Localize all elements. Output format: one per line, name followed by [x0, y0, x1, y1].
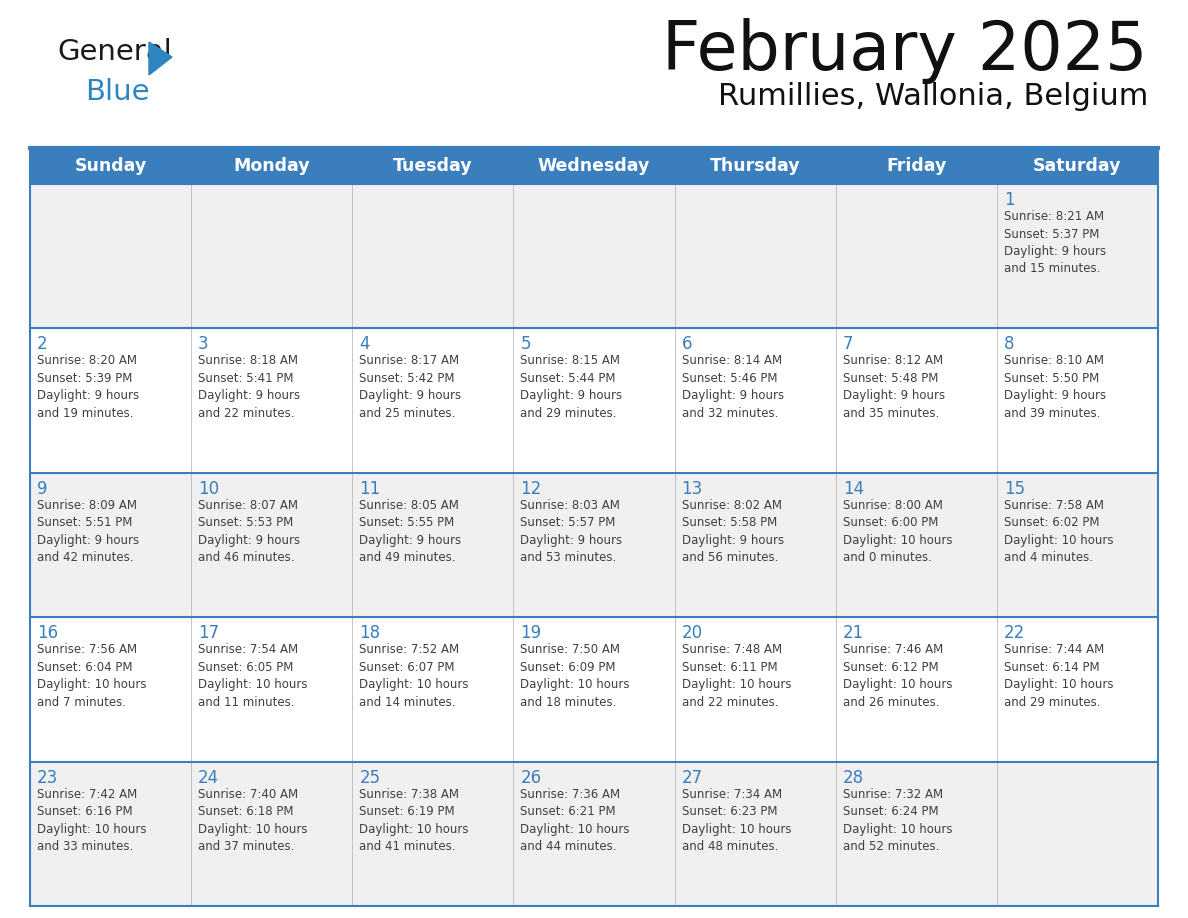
- Text: Sunrise: 7:38 AM
Sunset: 6:19 PM
Daylight: 10 hours
and 41 minutes.: Sunrise: 7:38 AM Sunset: 6:19 PM Dayligh…: [359, 788, 469, 853]
- Text: Saturday: Saturday: [1034, 157, 1121, 175]
- Text: Sunrise: 7:52 AM
Sunset: 6:07 PM
Daylight: 10 hours
and 14 minutes.: Sunrise: 7:52 AM Sunset: 6:07 PM Dayligh…: [359, 644, 469, 709]
- Text: 25: 25: [359, 768, 380, 787]
- Bar: [30, 762, 1158, 906]
- Text: Sunrise: 8:02 AM
Sunset: 5:58 PM
Daylight: 9 hours
and 56 minutes.: Sunrise: 8:02 AM Sunset: 5:58 PM Dayligh…: [682, 498, 784, 565]
- Text: 2: 2: [37, 335, 48, 353]
- Text: 10: 10: [198, 480, 220, 498]
- Text: Sunrise: 7:58 AM
Sunset: 6:02 PM
Daylight: 10 hours
and 4 minutes.: Sunrise: 7:58 AM Sunset: 6:02 PM Dayligh…: [1004, 498, 1113, 565]
- Text: 3: 3: [198, 335, 209, 353]
- Text: 6: 6: [682, 335, 693, 353]
- Text: 20: 20: [682, 624, 702, 643]
- Text: 26: 26: [520, 768, 542, 787]
- Text: 14: 14: [842, 480, 864, 498]
- Text: Sunrise: 7:40 AM
Sunset: 6:18 PM
Daylight: 10 hours
and 37 minutes.: Sunrise: 7:40 AM Sunset: 6:18 PM Dayligh…: [198, 788, 308, 853]
- Text: 23: 23: [37, 768, 58, 787]
- Text: 15: 15: [1004, 480, 1025, 498]
- Text: Sunrise: 7:32 AM
Sunset: 6:24 PM
Daylight: 10 hours
and 52 minutes.: Sunrise: 7:32 AM Sunset: 6:24 PM Dayligh…: [842, 788, 953, 853]
- Text: February 2025: February 2025: [663, 18, 1148, 84]
- Text: 24: 24: [198, 768, 220, 787]
- Polygon shape: [148, 42, 172, 75]
- Text: 17: 17: [198, 624, 220, 643]
- Text: 1: 1: [1004, 191, 1015, 209]
- Text: Sunday: Sunday: [75, 157, 146, 175]
- Text: 4: 4: [359, 335, 369, 353]
- Text: Rumillies, Wallonia, Belgium: Rumillies, Wallonia, Belgium: [718, 82, 1148, 111]
- Text: Sunrise: 7:56 AM
Sunset: 6:04 PM
Daylight: 10 hours
and 7 minutes.: Sunrise: 7:56 AM Sunset: 6:04 PM Dayligh…: [37, 644, 146, 709]
- Text: Wednesday: Wednesday: [538, 157, 650, 175]
- Bar: [30, 329, 1158, 473]
- Text: Friday: Friday: [886, 157, 947, 175]
- Text: Monday: Monday: [233, 157, 310, 175]
- Text: Sunrise: 8:12 AM
Sunset: 5:48 PM
Daylight: 9 hours
and 35 minutes.: Sunrise: 8:12 AM Sunset: 5:48 PM Dayligh…: [842, 354, 944, 420]
- Text: 11: 11: [359, 480, 380, 498]
- Text: 28: 28: [842, 768, 864, 787]
- Text: Sunrise: 8:00 AM
Sunset: 6:00 PM
Daylight: 10 hours
and 0 minutes.: Sunrise: 8:00 AM Sunset: 6:00 PM Dayligh…: [842, 498, 953, 565]
- Text: Thursday: Thursday: [710, 157, 801, 175]
- Text: Sunrise: 8:17 AM
Sunset: 5:42 PM
Daylight: 9 hours
and 25 minutes.: Sunrise: 8:17 AM Sunset: 5:42 PM Dayligh…: [359, 354, 461, 420]
- Text: Sunrise: 7:44 AM
Sunset: 6:14 PM
Daylight: 10 hours
and 29 minutes.: Sunrise: 7:44 AM Sunset: 6:14 PM Dayligh…: [1004, 644, 1113, 709]
- Text: 21: 21: [842, 624, 864, 643]
- Text: 27: 27: [682, 768, 702, 787]
- Bar: [30, 184, 1158, 329]
- Text: Sunrise: 8:20 AM
Sunset: 5:39 PM
Daylight: 9 hours
and 19 minutes.: Sunrise: 8:20 AM Sunset: 5:39 PM Dayligh…: [37, 354, 139, 420]
- Text: Sunrise: 7:42 AM
Sunset: 6:16 PM
Daylight: 10 hours
and 33 minutes.: Sunrise: 7:42 AM Sunset: 6:16 PM Dayligh…: [37, 788, 146, 853]
- Bar: [30, 473, 1158, 617]
- Text: Blue: Blue: [86, 78, 150, 106]
- Bar: [30, 148, 1158, 184]
- Text: Sunrise: 8:05 AM
Sunset: 5:55 PM
Daylight: 9 hours
and 49 minutes.: Sunrise: 8:05 AM Sunset: 5:55 PM Dayligh…: [359, 498, 461, 565]
- Text: 9: 9: [37, 480, 48, 498]
- Text: 19: 19: [520, 624, 542, 643]
- Text: Sunrise: 7:48 AM
Sunset: 6:11 PM
Daylight: 10 hours
and 22 minutes.: Sunrise: 7:48 AM Sunset: 6:11 PM Dayligh…: [682, 644, 791, 709]
- Text: Sunrise: 8:03 AM
Sunset: 5:57 PM
Daylight: 9 hours
and 53 minutes.: Sunrise: 8:03 AM Sunset: 5:57 PM Dayligh…: [520, 498, 623, 565]
- Text: Sunrise: 7:34 AM
Sunset: 6:23 PM
Daylight: 10 hours
and 48 minutes.: Sunrise: 7:34 AM Sunset: 6:23 PM Dayligh…: [682, 788, 791, 853]
- Text: Sunrise: 8:10 AM
Sunset: 5:50 PM
Daylight: 9 hours
and 39 minutes.: Sunrise: 8:10 AM Sunset: 5:50 PM Dayligh…: [1004, 354, 1106, 420]
- Text: 22: 22: [1004, 624, 1025, 643]
- Text: 13: 13: [682, 480, 703, 498]
- Text: General: General: [57, 38, 172, 66]
- Text: Sunrise: 8:18 AM
Sunset: 5:41 PM
Daylight: 9 hours
and 22 minutes.: Sunrise: 8:18 AM Sunset: 5:41 PM Dayligh…: [198, 354, 301, 420]
- Text: Sunrise: 7:54 AM
Sunset: 6:05 PM
Daylight: 10 hours
and 11 minutes.: Sunrise: 7:54 AM Sunset: 6:05 PM Dayligh…: [198, 644, 308, 709]
- Text: Sunrise: 8:09 AM
Sunset: 5:51 PM
Daylight: 9 hours
and 42 minutes.: Sunrise: 8:09 AM Sunset: 5:51 PM Dayligh…: [37, 498, 139, 565]
- Text: Sunrise: 7:46 AM
Sunset: 6:12 PM
Daylight: 10 hours
and 26 minutes.: Sunrise: 7:46 AM Sunset: 6:12 PM Dayligh…: [842, 644, 953, 709]
- Text: 16: 16: [37, 624, 58, 643]
- Text: Sunrise: 7:36 AM
Sunset: 6:21 PM
Daylight: 10 hours
and 44 minutes.: Sunrise: 7:36 AM Sunset: 6:21 PM Dayligh…: [520, 788, 630, 853]
- Text: Sunrise: 8:07 AM
Sunset: 5:53 PM
Daylight: 9 hours
and 46 minutes.: Sunrise: 8:07 AM Sunset: 5:53 PM Dayligh…: [198, 498, 301, 565]
- Text: 5: 5: [520, 335, 531, 353]
- Text: 18: 18: [359, 624, 380, 643]
- Text: Sunrise: 8:15 AM
Sunset: 5:44 PM
Daylight: 9 hours
and 29 minutes.: Sunrise: 8:15 AM Sunset: 5:44 PM Dayligh…: [520, 354, 623, 420]
- Text: Sunrise: 7:50 AM
Sunset: 6:09 PM
Daylight: 10 hours
and 18 minutes.: Sunrise: 7:50 AM Sunset: 6:09 PM Dayligh…: [520, 644, 630, 709]
- Bar: [30, 617, 1158, 762]
- Text: Tuesday: Tuesday: [393, 157, 473, 175]
- Text: Sunrise: 8:21 AM
Sunset: 5:37 PM
Daylight: 9 hours
and 15 minutes.: Sunrise: 8:21 AM Sunset: 5:37 PM Dayligh…: [1004, 210, 1106, 275]
- Text: 8: 8: [1004, 335, 1015, 353]
- Text: 12: 12: [520, 480, 542, 498]
- Text: Sunrise: 8:14 AM
Sunset: 5:46 PM
Daylight: 9 hours
and 32 minutes.: Sunrise: 8:14 AM Sunset: 5:46 PM Dayligh…: [682, 354, 784, 420]
- Text: 7: 7: [842, 335, 853, 353]
